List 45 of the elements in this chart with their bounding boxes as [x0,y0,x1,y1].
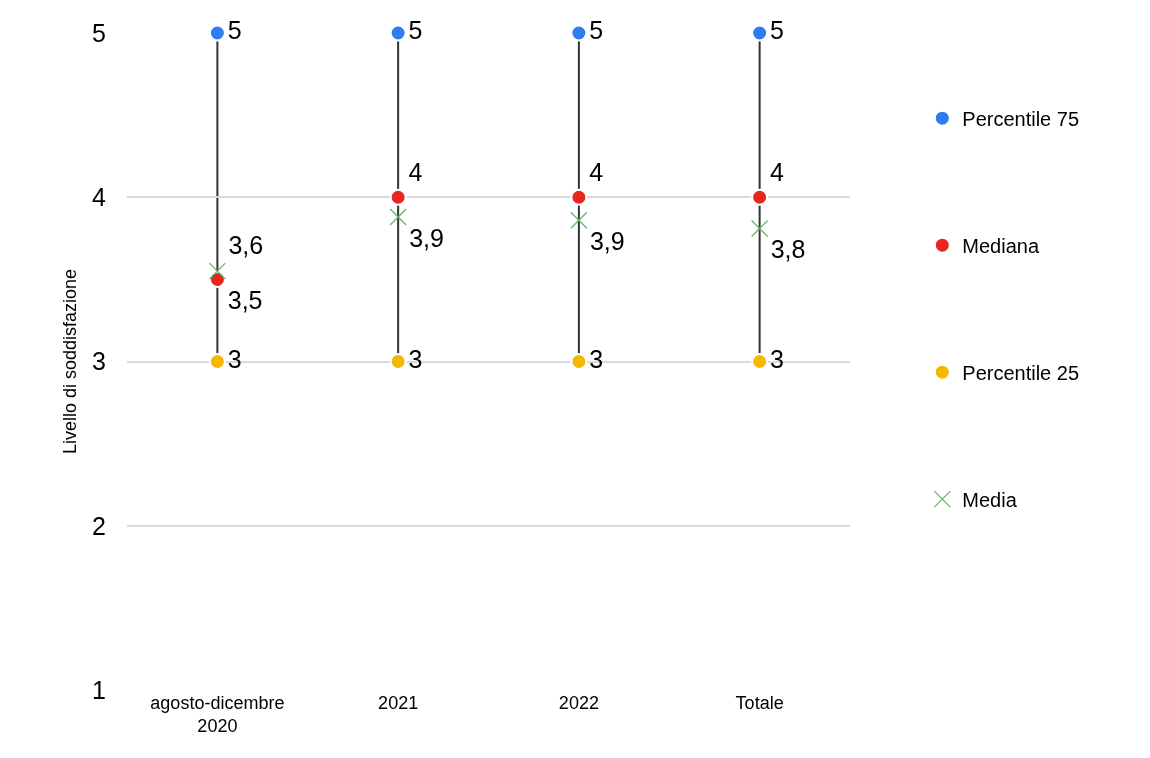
legend-label: Percentile 25 [962,362,1080,384]
y-tick-label: 4 [92,183,107,211]
x-tick-label: 2021 [378,693,419,713]
data-label: 3,9 [589,227,625,255]
data-label: 4 [589,157,604,186]
y-tick-label: 3 [92,347,106,376]
legend-label: Percentile 75 [962,108,1080,130]
data-label: 3,5 [227,285,263,314]
legend-label: Media [962,489,1018,511]
point [751,353,769,370]
point [208,262,226,280]
data-label: 3,9 [409,223,444,252]
data-label: 5 [408,16,423,45]
data-label: 4 [770,157,785,186]
data-label: 3 [408,344,423,373]
data-label: 5 [227,16,242,45]
data-label: 3 [227,344,242,373]
data-label: 3 [770,344,784,373]
point [389,208,407,226]
point [570,24,588,42]
point [389,353,407,370]
point [570,188,588,206]
point [570,353,588,370]
point [570,211,588,229]
point [751,24,769,42]
data-label: 3 [589,344,604,373]
point [208,24,226,42]
data-label: 4 [408,157,423,186]
data-label: 5 [589,16,604,45]
legend-label: Mediana [962,235,1040,257]
point [751,219,769,238]
point [208,353,226,370]
y-tick-label: 1 [92,675,106,704]
y-tick-label: 5 [92,18,106,47]
x-tick-label: 2022 [558,693,599,713]
y-tick-label: 2 [92,511,106,540]
data-label: 3,6 [228,230,264,259]
y-axis-title: Livello di soddisfazione [60,268,81,455]
point [751,188,769,206]
point [389,24,407,42]
data-label: 3,8 [770,235,806,264]
data-label: 5 [770,16,784,45]
x-tick-label: agosto-dicembre 2020 [150,693,285,737]
x-tick-label: Totale [735,693,784,713]
point [389,188,407,206]
